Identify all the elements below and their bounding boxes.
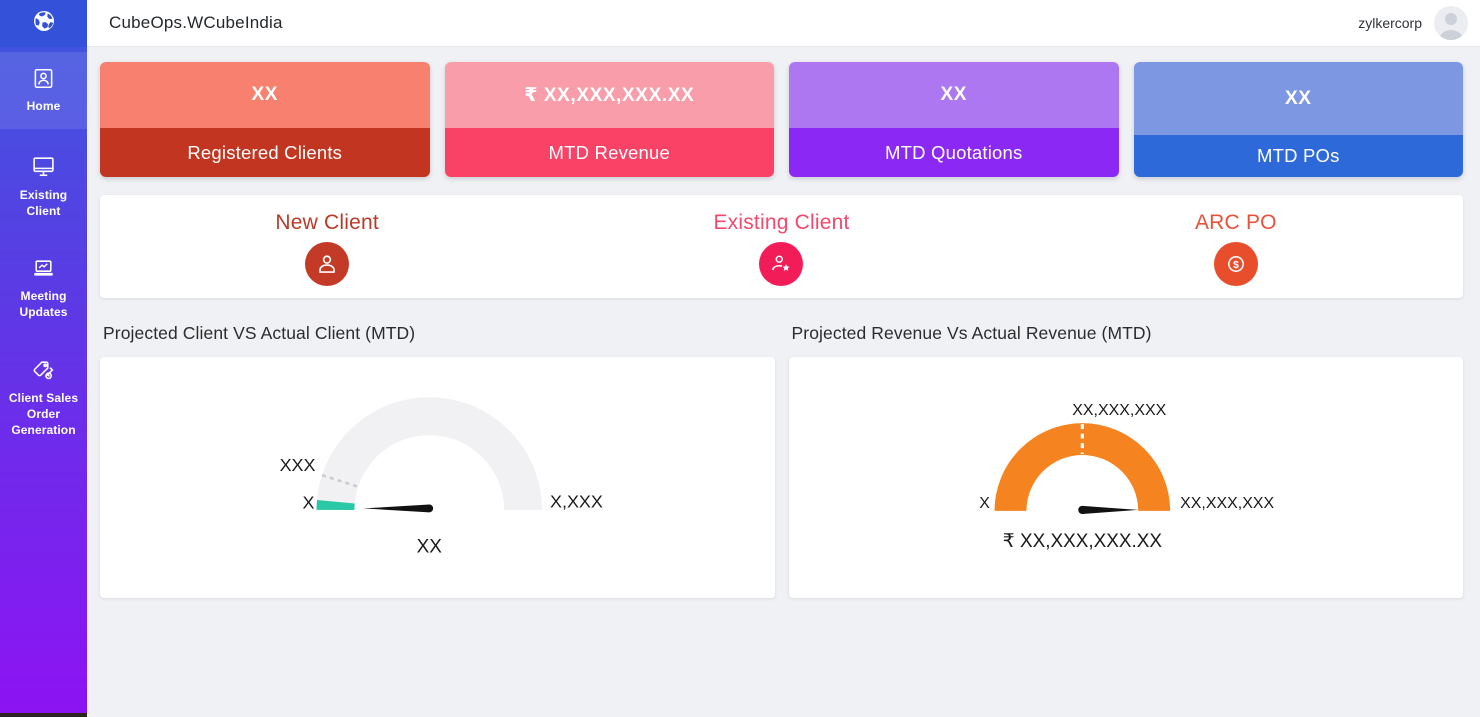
gauge-chart-clients: XXX X X,XXX XX — [100, 357, 775, 598]
gauge-value-label: XX — [417, 536, 443, 557]
app-title: CubeOps.WCubeIndia — [109, 13, 283, 32]
person-star-icon — [759, 242, 804, 286]
gauge-threshold-line — [321, 473, 359, 489]
sidebar-item-client-sales-order[interactable]: Client Sales Order Generation — [0, 344, 87, 452]
home-icon — [31, 65, 57, 91]
gauge-min-label: X — [979, 495, 990, 512]
action-existing-client[interactable]: Existing Client — [554, 195, 1008, 298]
action-arc-po[interactable]: ARC PO $ — [1009, 195, 1463, 298]
sidebar-item-home[interactable]: Home — [0, 52, 87, 129]
gauge-min-label: X — [303, 492, 315, 512]
kpi-card-registered-clients[interactable]: XX Registered Clients — [100, 62, 430, 177]
kpi-label: MTD Quotations — [789, 128, 1119, 177]
chart-title: Projected Revenue Vs Actual Revenue (MTD… — [791, 323, 1152, 343]
app-logo[interactable] — [0, 0, 87, 47]
person-icon — [305, 242, 350, 286]
action-label: ARC PO — [1194, 211, 1277, 234]
gauge-threshold-label: XX,XXX,XXX — [1072, 402, 1166, 419]
sidebar-item-meeting-updates[interactable]: Meeting Updates — [0, 242, 87, 335]
kpi-value: ₹ XX,XXX,XXX.XX — [444, 62, 774, 129]
svg-text:$: $ — [1233, 260, 1239, 271]
gauge-track — [994, 423, 1170, 511]
laptop-chart-icon — [31, 255, 57, 281]
sidebar-bottom-strip — [0, 713, 87, 717]
tags-icon — [31, 357, 57, 383]
user-avatar[interactable] — [1434, 6, 1468, 40]
kpi-card-mtd-quotations[interactable]: XX MTD Quotations — [789, 62, 1119, 177]
kpi-value: XX — [1133, 62, 1463, 136]
dollar-coin-icon: $ — [1213, 242, 1258, 286]
chart-title: Projected Client VS Actual Client (MTD) — [103, 323, 416, 343]
kpi-label: Registered Clients — [100, 128, 430, 177]
gauge-max-label: X,XXX — [550, 491, 603, 511]
top-header: CubeOps.WCubeIndia zylkercorp — [87, 0, 1480, 47]
kpi-label: MTD Revenue — [444, 128, 774, 177]
gauge-needle-hub — [1077, 505, 1086, 515]
action-new-client[interactable]: New Client — [100, 195, 554, 298]
gauge-threshold-label: XXX — [280, 455, 316, 475]
gauge-chart-revenue: XX,XXX,XXX X XX,XXX,XXX ₹ XX,XXX,XXX.XX — [788, 357, 1463, 598]
sidebar: Home Existing Client — [0, 0, 87, 717]
sidebar-item-label: Home — [26, 99, 61, 113]
kpi-label: MTD POs — [1133, 135, 1463, 177]
chart-clients-section: Projected Client VS Actual Client (MTD) … — [100, 323, 775, 598]
kpi-card-mtd-revenue[interactable]: ₹ XX,XXX,XXX.XX MTD Revenue — [444, 62, 774, 177]
username: zylkercorp — [1358, 15, 1422, 31]
charts-row: Projected Client VS Actual Client (MTD) … — [100, 323, 1463, 598]
kpi-card-mtd-pos[interactable]: XX MTD POs — [1133, 62, 1463, 177]
chart-revenue-section: Projected Revenue Vs Actual Revenue (MTD… — [788, 323, 1463, 598]
sidebar-item-existing-client[interactable]: Existing Client — [0, 141, 87, 234]
avatar-person-icon — [1439, 13, 1463, 40]
action-label: Existing Client — [713, 211, 850, 234]
client-gauge: XXX X X,XXX XX — [280, 397, 603, 557]
quick-actions-card: New Client Existing Client — [100, 195, 1463, 298]
sidebar-item-label: Client Sales Order Generation — [8, 391, 79, 437]
kpi-value: XX — [789, 62, 1119, 129]
header-right: zylkercorp — [1358, 6, 1468, 40]
globe-icon — [31, 8, 57, 39]
sidebar-item-label: Meeting Updates — [19, 289, 68, 320]
gauge-needle-hub — [425, 504, 434, 513]
revenue-gauge: XX,XXX,XXX X XX,XXX,XXX ₹ XX,XXX,XXX.XX — [979, 402, 1274, 552]
main-content: XX Registered Clients ₹ XX,XXX,XXX.XX MT… — [87, 47, 1480, 717]
gauge-track — [316, 397, 543, 510]
gauge-value-label: ₹ XX,XXX,XXX.XX — [1002, 531, 1162, 552]
sidebar-item-label: Existing Client — [19, 187, 68, 218]
monitor-icon — [31, 154, 57, 180]
kpi-value: XX — [100, 62, 430, 129]
kpi-row: XX Registered Clients ₹ XX,XXX,XXX.XX MT… — [100, 62, 1463, 177]
gauge-needle — [363, 504, 430, 513]
action-label: New Client — [275, 211, 379, 234]
sidebar-nav: Home Existing Client — [0, 52, 87, 462]
gauge-needle — [1081, 505, 1138, 515]
gauge-max-label: XX,XXX,XXX — [1180, 495, 1274, 512]
